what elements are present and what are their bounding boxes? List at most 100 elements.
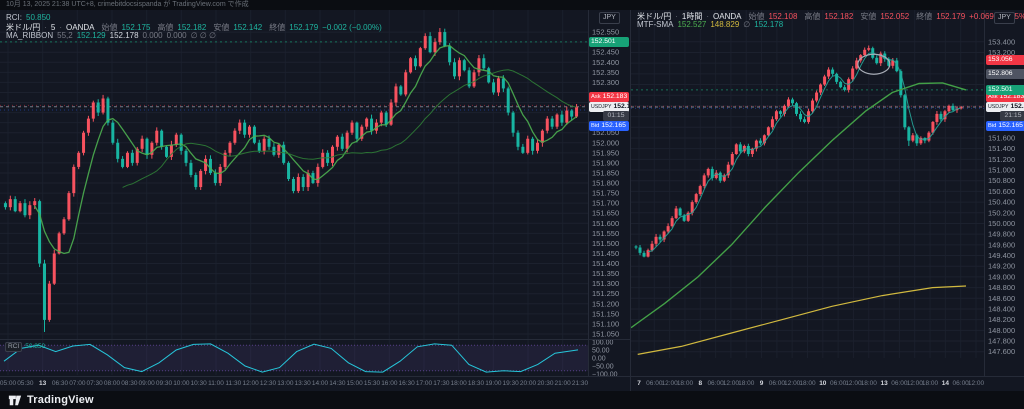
rci-pane-chip[interactable]: RCI <box>5 342 23 352</box>
indicator-params: 55,2 <box>57 31 73 40</box>
price-tick: 151.450 <box>592 249 619 258</box>
candle-body <box>106 98 110 123</box>
rci-tick: 100.00 <box>592 340 614 347</box>
price-tick: 151.600 <box>988 133 1015 142</box>
last-price-label: USDJPY 152.179 <box>986 102 1024 112</box>
price-tick: 150.800 <box>988 176 1015 185</box>
candle-body <box>770 119 774 128</box>
time-label: 14:30 <box>329 380 346 387</box>
footer-bar: TradingView <box>0 391 1024 409</box>
price-level-label[interactable]: 152.501 <box>589 36 629 47</box>
ellipse-drawing[interactable] <box>857 53 891 75</box>
price-tick: 151.500 <box>592 239 619 248</box>
unit-currency-button[interactable]: JPY <box>994 12 1015 24</box>
candle-body <box>145 138 149 155</box>
exchange-label: OANDA <box>713 12 742 21</box>
candle-body <box>670 218 674 227</box>
candle-body <box>722 175 726 181</box>
time-label: 12:00 <box>661 380 678 387</box>
indicator-value: 152.178 <box>754 20 784 29</box>
time-label: 12:00 <box>845 380 862 387</box>
time-label: 13:00 <box>277 380 294 387</box>
candle-body <box>790 99 794 104</box>
candle-body <box>121 158 125 167</box>
price-tick: 151.400 <box>988 144 1015 153</box>
candle-body <box>540 130 544 143</box>
candle-body <box>33 201 37 206</box>
candle-body <box>306 172 310 188</box>
ask-price-label: Ask 152.183 <box>986 92 1024 102</box>
candle-body <box>694 194 698 203</box>
interval-label[interactable]: 1時間 <box>681 12 703 21</box>
close-value: 152.179 <box>289 23 319 32</box>
candle-body <box>453 62 457 77</box>
interval-label[interactable]: 5 <box>50 23 56 32</box>
candle-body <box>316 166 320 184</box>
price-tick: 152.050 <box>592 128 619 137</box>
indicator-name[interactable]: MA_RIBBON <box>6 31 54 40</box>
time-label: 8 <box>698 380 703 387</box>
symbol-name[interactable]: 米ドル/円 <box>6 23 41 32</box>
price-tick: 151.100 <box>592 319 619 328</box>
tradingview-logo-icon[interactable] <box>8 393 22 407</box>
candle-body <box>394 86 398 103</box>
candle-body <box>130 152 134 163</box>
price-scale[interactable] <box>588 10 630 376</box>
price-chart-1hour[interactable]: 153.400 153.200 151.600 151.400 151.200 151.0… <box>631 10 1024 376</box>
price-tick: 150.600 <box>988 187 1015 196</box>
price-level-label[interactable]: 153.056 <box>986 55 1024 66</box>
tradingview-brand-text[interactable]: TradingView <box>27 394 94 406</box>
candle-body <box>267 138 271 147</box>
price-level-label[interactable]: 152.806 <box>986 68 1024 79</box>
candle-body <box>702 175 706 187</box>
candle-body <box>77 152 81 167</box>
low-value: 152.052 <box>880 12 910 21</box>
indicator-value: 152.527 <box>677 20 707 29</box>
time-label: 12:00 <box>967 380 985 387</box>
candle-body <box>786 99 790 106</box>
exchange-label: OANDA <box>66 23 95 32</box>
candle-body <box>330 146 334 163</box>
price-level-label[interactable]: 152.501 <box>986 84 1024 95</box>
candle-body <box>550 118 554 127</box>
chart-panel-1hour: 153.400 153.200 151.600 151.400 151.200 151.0… <box>630 10 1024 391</box>
price-tick: 151.850 <box>592 168 619 177</box>
time-label: 06:30 <box>51 380 69 387</box>
candle-body <box>794 103 798 114</box>
time-label: 21:00 <box>554 380 571 387</box>
candle-body <box>726 164 730 176</box>
candle-body <box>887 58 891 66</box>
time-axis[interactable]: 05:00 05:30 13 06:30 07:00 07:30 08:00 08:30 09:… <box>0 376 630 391</box>
time-label: 16:00 <box>381 380 398 387</box>
candle-body <box>42 263 46 320</box>
candle-body <box>758 140 762 144</box>
price-tick: 151.700 <box>592 199 619 208</box>
price-tick: 152.300 <box>592 78 619 87</box>
candle-body <box>959 107 963 109</box>
price-tick: 152.400 <box>592 58 619 67</box>
time-label: 06:00 <box>891 380 908 387</box>
time-axis[interactable]: 7 06:00 12:00 18:00 8 06:00 12:00 18:00 9 06:00 12… <box>631 376 1024 391</box>
candle-body <box>379 112 383 123</box>
time-label: 06:00 <box>707 380 724 387</box>
candle-body <box>662 231 666 240</box>
time-label: 06:00 <box>952 380 969 387</box>
time-label: 10:00 <box>173 380 190 387</box>
candle-body <box>943 111 947 120</box>
price-tick: 151.750 <box>592 189 619 198</box>
price-tick: 151.400 <box>592 259 619 268</box>
price-tick: 151.150 <box>592 309 619 318</box>
unit-currency-button[interactable]: JPY <box>599 12 620 24</box>
candle-body <box>179 134 183 151</box>
symbol-name[interactable]: 米ドル/円 <box>637 12 672 21</box>
indicator-name[interactable]: MTF-SMA <box>637 20 674 29</box>
candle-body <box>521 146 525 153</box>
candle-body <box>418 48 422 67</box>
candle-body <box>658 236 662 240</box>
candle-body <box>223 152 227 167</box>
candle-body <box>782 105 786 114</box>
time-label: 05:30 <box>17 380 34 387</box>
candle-body <box>384 112 388 125</box>
candle-body <box>340 136 344 149</box>
